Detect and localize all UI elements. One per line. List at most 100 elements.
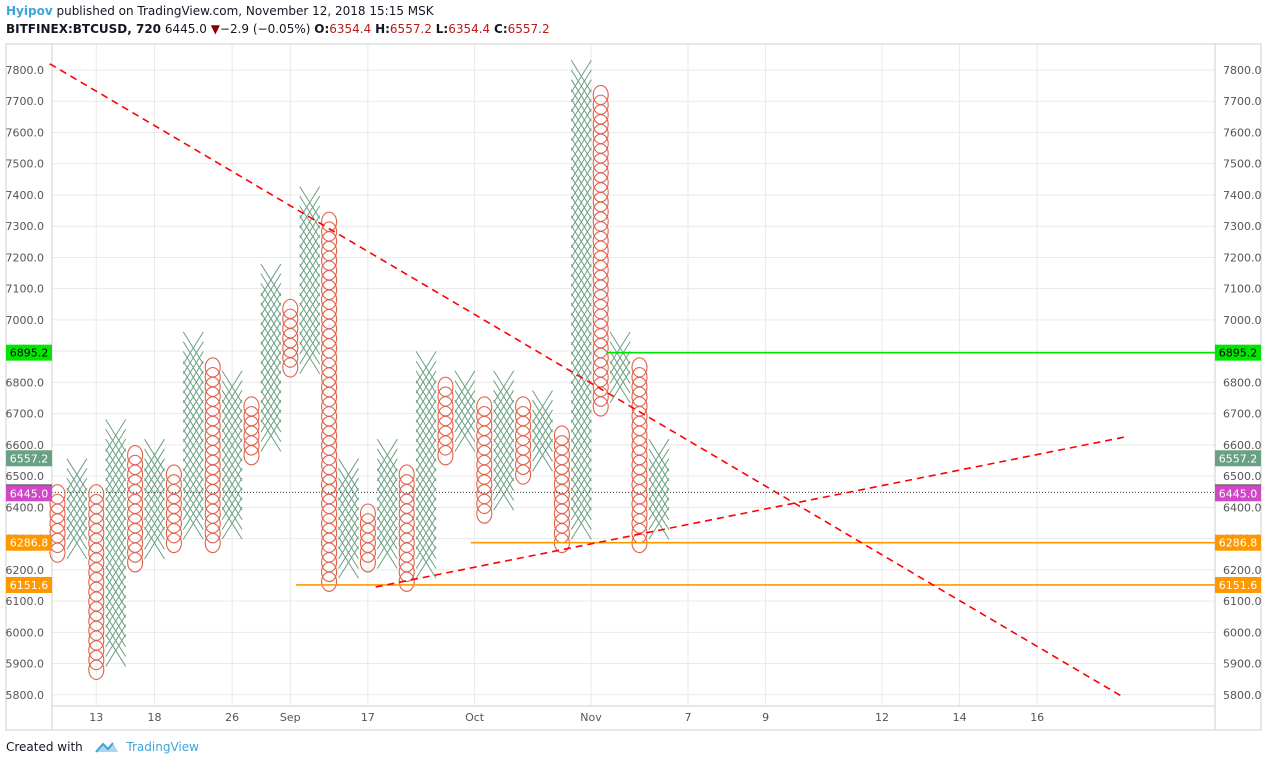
- x-box: [415, 419, 437, 452]
- o-box: [631, 357, 648, 378]
- x-box: [570, 186, 592, 219]
- time-axis[interactable]: 13 18 26 Sep 17 Oct Nov 7 9 12 14 16: [89, 711, 1044, 724]
- x-box: [182, 477, 204, 511]
- x-box: [415, 370, 437, 404]
- x-box: [648, 458, 670, 491]
- x-box: [493, 409, 515, 443]
- x-box: [105, 507, 127, 540]
- x-box: [144, 468, 165, 501]
- x-box: [570, 176, 592, 210]
- x-box: [221, 399, 243, 433]
- author-name[interactable]: Hyipov: [6, 4, 53, 18]
- x-box: [299, 273, 321, 307]
- x-box: [105, 448, 127, 482]
- x-tick-label: 18: [148, 711, 162, 724]
- y-tick-label: 5900.0: [1223, 658, 1262, 671]
- o-box: [592, 94, 609, 115]
- x-box: [66, 497, 88, 530]
- pnf-columns: [49, 59, 670, 680]
- y-tick-label: 7400.0: [6, 189, 45, 202]
- x-box: [66, 468, 88, 501]
- symbol-label[interactable]: BITFINEX:BTCUSD, 720: [6, 22, 162, 36]
- x-box: [376, 438, 398, 472]
- x-box: [376, 536, 398, 569]
- x-box: [105, 487, 127, 521]
- x-box: [105, 565, 127, 599]
- x-box: [493, 468, 515, 501]
- x-box: [182, 487, 204, 521]
- x-box: [221, 409, 243, 443]
- x-box: [182, 438, 204, 472]
- x-box: [648, 477, 670, 511]
- o-box: [398, 474, 415, 495]
- y-tick-label: 7100.0: [6, 283, 45, 296]
- x-box: [260, 399, 282, 433]
- x-box: [182, 429, 204, 462]
- x-box: [570, 458, 592, 491]
- x-box: [570, 380, 592, 414]
- o-box: [321, 211, 338, 232]
- price-label-bg: [1215, 534, 1261, 551]
- x-box: [105, 634, 127, 667]
- x-box: [609, 370, 631, 404]
- x-box: [260, 283, 282, 316]
- x-box: [570, 312, 592, 346]
- x-box: [570, 98, 592, 132]
- price-label: 6445.0: [10, 487, 49, 500]
- y-tick-label: 6100.0: [6, 595, 45, 608]
- x-box: [338, 516, 359, 550]
- price-label-bg: [6, 344, 52, 361]
- y-tick-label: 6400.0: [6, 501, 45, 514]
- x-box: [144, 497, 165, 530]
- price-axis-left[interactable]: 7800.0 7700.0 7600.0 7500.0 7400.0 7300.0 7200…: [6, 64, 45, 702]
- y-tick-label: 6000.0: [6, 626, 45, 639]
- x-box: [493, 399, 515, 433]
- x-box: [570, 137, 592, 171]
- x-box: [105, 595, 127, 628]
- x-box: [182, 370, 204, 404]
- x-box: [299, 283, 321, 316]
- x-box: [415, 477, 437, 511]
- x-box: [182, 380, 204, 413]
- x-box: [454, 409, 476, 443]
- x-tick-label: 16: [1030, 711, 1044, 724]
- x-box: [338, 546, 359, 579]
- price-label: 6557.2: [1219, 452, 1258, 465]
- x-box: [532, 390, 553, 423]
- x-box: [221, 438, 243, 472]
- x-box: [570, 507, 592, 540]
- x-box: [182, 468, 204, 501]
- o-box: [243, 406, 260, 427]
- o-box: [127, 445, 144, 466]
- price-axis-right[interactable]: 7800.0 7700.0 7600.0 7500.0 7400.0 7300.0 7200…: [1223, 64, 1262, 702]
- x-box: [144, 507, 165, 540]
- price-label: 6151.6: [1219, 579, 1258, 592]
- x-box: [299, 292, 321, 326]
- plot-area-border: [51, 43, 1216, 707]
- x-box: [415, 390, 437, 423]
- y-tick-label: 7500.0: [6, 158, 45, 171]
- x-box: [105, 556, 127, 589]
- x-box: [299, 263, 321, 297]
- x-box: [182, 399, 204, 433]
- x-column: [182, 331, 204, 540]
- x-box: [260, 351, 282, 384]
- x-box: [570, 370, 592, 404]
- o-column: [321, 211, 338, 592]
- x-box: [66, 516, 88, 550]
- x-box: [570, 118, 592, 151]
- x-box: [648, 448, 670, 482]
- published-text: published on TradingView.com, November 1…: [56, 4, 434, 18]
- x-box: [570, 409, 592, 443]
- x-box: [260, 409, 282, 443]
- x-column: [105, 419, 127, 667]
- o-box: [204, 357, 221, 378]
- x-box: [299, 234, 321, 268]
- tradingview-brand-link[interactable]: TradingView: [126, 740, 199, 754]
- x-box: [105, 477, 127, 511]
- x-box: [454, 419, 476, 452]
- x-box: [221, 448, 243, 482]
- o-box: [88, 484, 105, 505]
- chart-grid: [52, 44, 1215, 706]
